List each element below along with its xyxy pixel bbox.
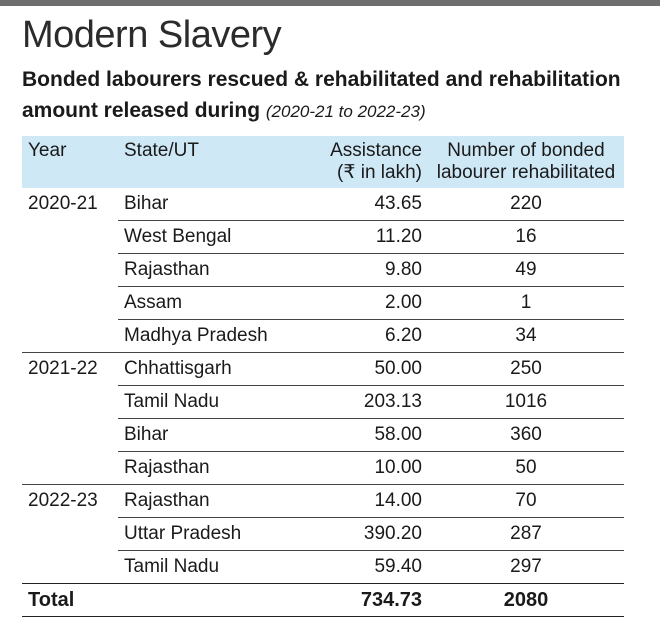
cell-number: 297 — [428, 550, 624, 584]
header-number-line2: labourer rehabilitated — [436, 162, 616, 183]
cell-year — [22, 518, 118, 551]
table-row: Madhya Pradesh 6.20 34 — [22, 319, 624, 353]
total-assistance: 734.73 — [298, 583, 428, 617]
cell-assistance: 10.00 — [298, 451, 428, 485]
cell-number: 1016 — [428, 385, 624, 419]
cell-number: 70 — [428, 484, 624, 518]
cell-assistance: 2.00 — [298, 286, 428, 320]
table-row: 2020-21 Bihar 43.65 220 — [22, 188, 624, 221]
cell-assistance: 58.00 — [298, 418, 428, 452]
cell-number: 34 — [428, 319, 624, 353]
cell-year: 2022-23 — [22, 484, 118, 518]
cell-state: Rajasthan — [118, 484, 298, 518]
cell-state: Tamil Nadu — [118, 385, 298, 419]
table-row: Assam 2.00 1 — [22, 286, 624, 320]
table-row: West Bengal 11.20 16 — [22, 220, 624, 254]
cell-year — [22, 287, 118, 320]
cell-state: Rajasthan — [118, 253, 298, 287]
cell-year — [22, 221, 118, 254]
header-number-line1: Number of bonded — [447, 140, 605, 161]
total-number: 2080 — [428, 583, 624, 617]
cell-number: 16 — [428, 220, 624, 254]
header-assistance: Assistance (₹ in lakh) — [298, 136, 428, 188]
cell-year — [22, 452, 118, 485]
cell-assistance: 59.40 — [298, 550, 428, 584]
cell-number: 360 — [428, 418, 624, 452]
cell-number: 220 — [510, 193, 542, 214]
header-assistance-line2: (₹ in lakh) — [337, 162, 422, 183]
cell-assistance: 390.20 — [298, 517, 428, 551]
table-row: Tamil Nadu 203.13 1016 — [22, 385, 624, 419]
table-row: Bihar 58.00 360 — [22, 418, 624, 452]
header-year: Year — [28, 140, 67, 161]
top-rule — [0, 0, 660, 6]
cell-state: Bihar — [124, 193, 169, 214]
cell-state: Madhya Pradesh — [118, 319, 298, 353]
table-row: Rajasthan 10.00 50 — [22, 451, 624, 485]
cell-number: 287 — [428, 517, 624, 551]
total-row: Total 734.73 2080 — [22, 583, 624, 617]
cell-state: Tamil Nadu — [118, 550, 298, 584]
cell-assistance: 11.20 — [298, 220, 428, 254]
cell-assistance: 203.13 — [298, 385, 428, 419]
cell-assistance: 43.65 — [374, 193, 422, 214]
cell-number: 50 — [428, 451, 624, 485]
cell-assistance: 14.00 — [298, 484, 428, 518]
subtitle-period: (2020-21 to 2022-23) — [265, 102, 426, 121]
table-row: 2021-22 Chhattisgarh 50.00 250 — [22, 352, 624, 386]
header-number: Number of bonded labourer rehabilitated — [428, 136, 624, 188]
cell-number: 250 — [428, 352, 624, 386]
table-row: 2022-23 Rajasthan 14.00 70 — [22, 484, 624, 518]
cell-year — [22, 419, 118, 452]
cell-number: 1 — [428, 286, 624, 320]
header-assistance-line1: Assistance — [330, 140, 422, 161]
cell-assistance: 6.20 — [298, 319, 428, 353]
cell-state: Bihar — [118, 418, 298, 452]
total-label: Total — [22, 583, 118, 617]
cell-year: 2021-22 — [22, 352, 118, 386]
cell-number: 49 — [428, 253, 624, 287]
page-title: Modern Slavery — [22, 14, 282, 56]
cell-year — [22, 551, 118, 584]
cell-assistance: 9.80 — [298, 253, 428, 287]
cell-state: Rajasthan — [118, 451, 298, 485]
cell-state: Uttar Pradesh — [118, 517, 298, 551]
table-row: Tamil Nadu 59.40 297 — [22, 550, 624, 584]
total-blank — [118, 583, 298, 617]
cell-state: West Bengal — [118, 220, 298, 254]
table-row: Uttar Pradesh 390.20 287 — [22, 517, 624, 551]
cell-assistance: 50.00 — [298, 352, 428, 386]
table-subtitle: Bonded labourers rescued & rehabilitated… — [22, 64, 652, 127]
table-header-row: Year State/UT Assistance (₹ in lakh) Num… — [22, 136, 624, 188]
header-state: State/UT — [124, 140, 199, 161]
cell-state: Chhattisgarh — [118, 352, 298, 386]
subtitle-main: Bonded labourers rescued & rehabilitated… — [22, 68, 621, 122]
table-row: Rajasthan 9.80 49 — [22, 253, 624, 287]
cell-year — [22, 320, 118, 353]
cell-state: Assam — [118, 286, 298, 320]
slavery-table: Year State/UT Assistance (₹ in lakh) Num… — [22, 136, 624, 617]
cell-year — [22, 386, 118, 419]
cell-year — [22, 254, 118, 287]
table-body: 2020-21 Bihar 43.65 220 West Bengal 11.20 16 Ra… — [22, 188, 624, 617]
cell-year: 2020-21 — [28, 193, 98, 215]
